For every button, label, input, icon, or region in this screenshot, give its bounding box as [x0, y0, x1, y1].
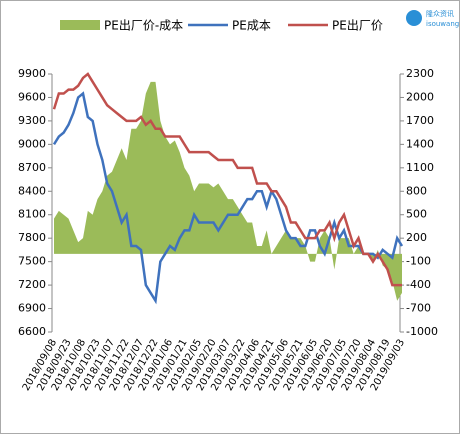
y-tick-label: 7800: [18, 231, 46, 244]
legend-label: PE出厂价-成本: [104, 19, 183, 33]
logo-en: isouwang: [426, 20, 459, 28]
y-tick-label: 9300: [18, 114, 46, 127]
y2-tick-label: 800: [406, 184, 427, 197]
legend-label: PE成本: [232, 19, 271, 33]
y2-tick-label: 2000: [406, 90, 434, 103]
logo-cn: 隆众资讯: [426, 9, 454, 18]
y2-tick-label: 1400: [406, 137, 434, 150]
y2-tick-label: -1000: [406, 325, 438, 338]
y-tick-label: 6600: [18, 325, 46, 338]
y-tick-label: 8400: [18, 184, 46, 197]
legend-label: PE出厂价: [332, 19, 383, 33]
y2-tick-label: 200: [406, 231, 427, 244]
y-tick-label: 7500: [18, 255, 46, 268]
y-tick-label: 8700: [18, 161, 46, 174]
area: [54, 81, 402, 301]
y2-tick-label: 1700: [406, 114, 434, 127]
legend-swatch: [60, 20, 100, 30]
logo: 隆众资讯 isouwang: [406, 9, 459, 28]
logo-icon: [406, 10, 422, 26]
y2-tick-label: 2300: [406, 67, 434, 80]
y-tick-label: 6900: [18, 302, 46, 315]
y2-tick-label: -700: [406, 302, 431, 315]
y-tick-label: 8100: [18, 208, 46, 221]
y-tick-label: 7200: [18, 278, 46, 291]
line: [52, 91, 404, 305]
y2-tick-label: -400: [406, 278, 431, 291]
line: [52, 72, 402, 287]
y-tick-label: 9000: [18, 137, 46, 150]
y2-tick-label: 1100: [406, 161, 434, 174]
y-tick-label: 9600: [18, 90, 46, 103]
y-tick-label: 9900: [18, 67, 46, 80]
y2-tick-label: 500: [406, 208, 427, 221]
y2-tick-label: -100: [406, 255, 431, 268]
